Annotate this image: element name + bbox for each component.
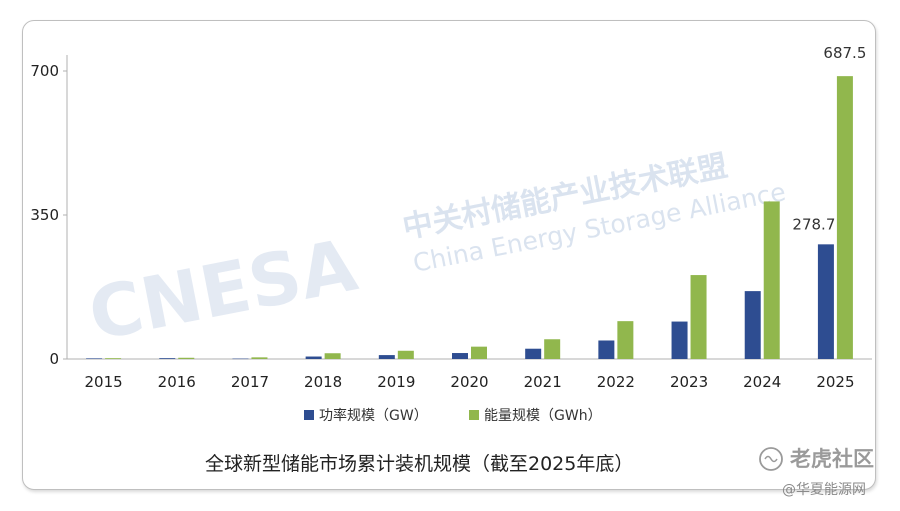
- x-tick-label: 2019: [377, 373, 415, 391]
- y-ticks: 0 350 700: [30, 62, 67, 368]
- x-tick-label: 2024: [743, 373, 781, 391]
- bar-energy: [397, 350, 414, 359]
- y-tick-label: 700: [30, 62, 59, 80]
- x-tick-label: 2021: [524, 373, 562, 391]
- bar-energy: [324, 353, 341, 359]
- legend: 功率规模（GW） 能量规模（GWh）: [304, 407, 602, 424]
- bar-power: [744, 291, 761, 359]
- bar-energy: [836, 76, 853, 360]
- bar-energy: [617, 321, 634, 359]
- y-tick-label: 350: [30, 206, 59, 224]
- x-tick-label: 2015: [84, 373, 122, 391]
- x-tick-label: 2018: [304, 373, 342, 391]
- corner-logo-icon: [759, 447, 783, 471]
- bar-energy: [690, 275, 707, 359]
- legend-label-power: 功率规模（GW）: [319, 407, 428, 424]
- corner-logo-wave-icon: [764, 455, 778, 463]
- legend-label-energy: 能量规模（GWh）: [484, 408, 602, 424]
- bar-power: [86, 358, 103, 359]
- x-ticks: 2015 2016 2017 2018 2019 2020 2021 2022 2023 2024…: [84, 373, 854, 391]
- bar-energy: [471, 346, 487, 359]
- value-labels: 278.7 687.5: [792, 44, 866, 233]
- x-tick-label: 2022: [597, 373, 635, 391]
- data-label-power-2025: 278.7: [792, 215, 835, 233]
- y-tick-label: 0: [49, 350, 59, 368]
- bar-power: [598, 340, 615, 359]
- bar-power: [232, 358, 249, 360]
- bars: [86, 76, 853, 360]
- x-tick-label: 2020: [450, 373, 488, 391]
- chart-title: 全球新型储能市场累计装机规模（截至2025年底）: [205, 453, 633, 475]
- legend-swatch-energy: [469, 410, 479, 420]
- bar-power: [159, 358, 176, 359]
- bar-power: [671, 321, 688, 359]
- bar-power: [817, 244, 834, 359]
- bar-power: [452, 353, 468, 359]
- bar-power: [305, 356, 322, 359]
- x-tick-label: 2025: [816, 373, 854, 391]
- bar-power: [525, 348, 542, 359]
- corner-mark: 老虎社区 @华夏能源网: [759, 447, 874, 498]
- x-tick-label: 2023: [670, 373, 708, 391]
- bar-energy: [763, 201, 780, 359]
- x-tick-label: 2017: [231, 373, 269, 391]
- bar-energy: [251, 357, 268, 359]
- bar-energy: [544, 339, 561, 359]
- data-label-energy-2025: 687.5: [823, 44, 866, 62]
- corner-mark-sub: @华夏能源网: [782, 482, 866, 498]
- watermark-logo-text: CNESA: [82, 223, 363, 357]
- bar-energy: [105, 358, 122, 359]
- chart-card: [22, 20, 876, 490]
- x-tick-label: 2016: [158, 373, 196, 391]
- bar-energy: [178, 357, 195, 359]
- corner-mark-main: 老虎社区: [790, 447, 874, 471]
- legend-swatch-power: [304, 410, 314, 420]
- bar-power: [378, 355, 395, 359]
